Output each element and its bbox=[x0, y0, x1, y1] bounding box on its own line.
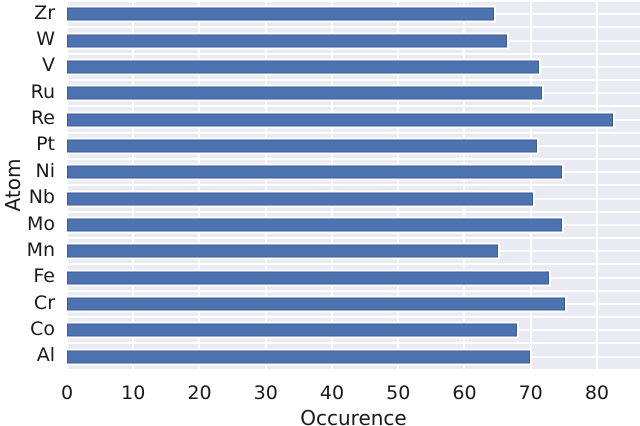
bar-pt bbox=[67, 137, 539, 155]
bar-w bbox=[67, 32, 509, 50]
x-tick-label: 50 bbox=[386, 382, 411, 404]
bar-mn bbox=[67, 242, 500, 260]
y-tick-label: Ru bbox=[30, 80, 55, 103]
bar-v bbox=[67, 58, 542, 76]
plot-area bbox=[66, 0, 640, 369]
bar-ru bbox=[67, 84, 544, 102]
x-tick-label: 70 bbox=[518, 382, 543, 404]
bar-row bbox=[67, 237, 640, 263]
x-tick-label: 10 bbox=[121, 382, 146, 404]
bar-row bbox=[67, 210, 640, 237]
bar-nb bbox=[67, 190, 536, 208]
bar-zr bbox=[67, 5, 497, 23]
bar-row bbox=[67, 131, 640, 158]
x-tick-label: 60 bbox=[452, 382, 477, 404]
y-axis-label: Atom bbox=[1, 158, 25, 212]
x-tick-label: 30 bbox=[253, 382, 278, 404]
y-tick-label: Fe bbox=[33, 265, 55, 288]
x-tick-label: 80 bbox=[584, 382, 610, 404]
y-tick-label: Mn bbox=[26, 238, 55, 261]
bar-row bbox=[67, 289, 640, 316]
bar-al bbox=[67, 348, 533, 366]
y-tick-label: V bbox=[42, 54, 55, 77]
y-tick-label: Co bbox=[30, 317, 55, 340]
y-tick-label: Ni bbox=[35, 159, 56, 182]
y-tick-label: Zr bbox=[34, 1, 55, 24]
x-axis-label: Occurence bbox=[300, 406, 407, 426]
y-tick-label: Cr bbox=[33, 291, 55, 314]
bar-row bbox=[67, 52, 640, 79]
bar-co bbox=[67, 321, 519, 339]
bar-row bbox=[67, 184, 640, 210]
y-tick-label: Nb bbox=[28, 186, 55, 209]
y-tick-label: W bbox=[36, 28, 55, 51]
x-axis: Occurence 0 10 20 30 40 50 60 70 80 bbox=[61, 369, 640, 426]
x-tick-label: 40 bbox=[319, 382, 345, 404]
bar-re bbox=[67, 111, 615, 129]
bar-row bbox=[67, 263, 640, 289]
bar-row bbox=[67, 26, 640, 52]
y-tick-labels: Zr W V Ru Re Pt Ni Nb Mo Mn Fe Cr Co Al bbox=[0, 0, 55, 369]
bar-cr bbox=[67, 295, 568, 313]
bar-row bbox=[67, 105, 640, 131]
bar-row bbox=[67, 79, 640, 105]
bar-row bbox=[67, 0, 640, 26]
x-tick-label: 20 bbox=[187, 382, 212, 404]
y-tick-label: Mo bbox=[26, 212, 55, 235]
bar-fe bbox=[67, 269, 552, 287]
bar-row bbox=[67, 158, 640, 184]
y-tick-label: Al bbox=[36, 344, 55, 367]
bar-row bbox=[67, 316, 640, 342]
bar-ni bbox=[67, 163, 564, 181]
x-tick-label: 0 bbox=[60, 382, 74, 404]
bar-row bbox=[67, 342, 640, 368]
bar-mo bbox=[67, 216, 564, 234]
y-tick-label: Re bbox=[30, 107, 55, 130]
y-tick-label: Pt bbox=[36, 133, 55, 156]
